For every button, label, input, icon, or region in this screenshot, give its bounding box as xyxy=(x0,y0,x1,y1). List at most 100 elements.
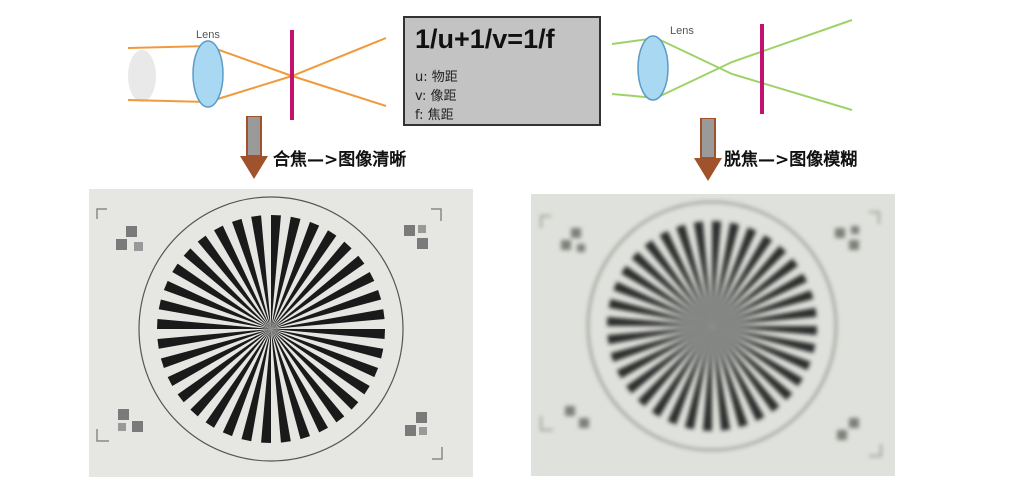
star-spoke xyxy=(271,216,301,329)
star-spoke xyxy=(712,227,757,326)
star-spoke xyxy=(271,329,379,378)
star-spoke xyxy=(659,230,712,326)
thin-lens-formula: 1/u+1/v=1/f xyxy=(415,24,555,54)
star-spoke xyxy=(651,326,712,417)
star-spoke xyxy=(667,326,712,425)
legend-v: v: 像距 xyxy=(415,85,457,104)
star-spoke xyxy=(712,326,811,371)
star-spoke xyxy=(197,235,271,329)
focused-caption: 合焦—>图像清晰 xyxy=(273,150,407,170)
star-spoke xyxy=(271,241,352,329)
star-spoke xyxy=(702,326,712,431)
star-spoke xyxy=(607,316,712,326)
star-spoke xyxy=(232,218,271,329)
star-spoke xyxy=(607,326,712,345)
star-spoke xyxy=(271,329,384,359)
ray-bottom xyxy=(127,37,387,104)
star-spoke xyxy=(712,258,799,326)
star-spoke xyxy=(222,329,271,437)
star-spoke xyxy=(610,326,712,362)
focused-optics-diagram: Lens xyxy=(127,29,387,120)
sharp-siemens-star-photo xyxy=(89,189,473,477)
defocused-optics-diagram: Lens xyxy=(611,19,853,114)
star-spoke xyxy=(712,290,814,326)
object-blob xyxy=(128,50,156,102)
star-spoke xyxy=(271,329,359,410)
star-spoke xyxy=(712,326,748,428)
star-spoke xyxy=(271,329,291,443)
star-spoke xyxy=(608,298,712,326)
ray-top xyxy=(611,36,853,111)
thin-lens-formula-box: 1/u+1/v=1/f u: 物距 v: 像距 f: 焦距 xyxy=(403,16,601,126)
star-spoke xyxy=(271,329,385,339)
down-arrow-icon xyxy=(694,118,722,181)
star-spoke xyxy=(190,329,271,417)
star-spoke xyxy=(712,326,765,422)
lens-icon xyxy=(637,35,669,101)
star-spoke xyxy=(214,225,271,329)
star-spoke xyxy=(271,255,365,329)
star-spoke xyxy=(712,245,787,326)
ray-top xyxy=(127,44,387,107)
star-spoke xyxy=(271,230,337,329)
blurred-siemens-star-photo xyxy=(531,194,895,476)
star-spoke xyxy=(160,329,271,368)
star-spoke xyxy=(644,239,712,326)
star-spoke xyxy=(157,329,271,349)
star-spoke xyxy=(271,221,320,329)
star-spoke xyxy=(693,221,712,326)
star-spoke xyxy=(616,326,712,379)
ray-bottom xyxy=(611,19,853,100)
lens-label: Lens xyxy=(670,25,694,37)
star-spoke xyxy=(637,326,712,407)
star-spoke xyxy=(271,290,382,329)
siemens-star xyxy=(157,215,385,443)
star-spoke xyxy=(712,326,817,336)
star-spoke xyxy=(621,265,712,326)
legend-meaning: 焦距 xyxy=(427,108,454,123)
star-spoke xyxy=(157,319,271,329)
star-spoke xyxy=(613,281,712,326)
star-spoke xyxy=(712,326,803,387)
star-spoke xyxy=(261,329,271,443)
star-spoke xyxy=(271,329,370,395)
lens-icon xyxy=(192,40,224,108)
star-spoke xyxy=(205,329,271,428)
star-spoke xyxy=(271,329,310,440)
star-spoke xyxy=(251,215,271,329)
legend-key: f: xyxy=(415,108,424,123)
star-spoke xyxy=(183,248,271,329)
legend-f: f: 焦距 xyxy=(415,104,454,123)
star-spoke xyxy=(158,299,271,329)
star-spoke xyxy=(271,272,375,329)
lens-label: Lens xyxy=(196,29,220,41)
legend-meaning: 像距 xyxy=(430,89,457,104)
star-spoke xyxy=(625,326,712,394)
star-spoke xyxy=(163,280,271,329)
star-spoke xyxy=(712,235,773,326)
star-spoke xyxy=(631,251,712,326)
legend-key: v: xyxy=(415,89,427,104)
down-arrow-icon xyxy=(240,116,268,179)
legend-u: u: 物距 xyxy=(415,66,458,85)
star-spoke xyxy=(712,221,722,326)
star-spoke xyxy=(271,329,345,423)
star-spoke xyxy=(172,263,271,329)
star-spoke xyxy=(241,329,271,442)
siemens-star xyxy=(607,221,817,431)
star-spoke xyxy=(177,329,271,403)
legend-meaning: 物距 xyxy=(431,70,458,85)
star-spoke xyxy=(676,224,712,326)
star-spoke xyxy=(712,326,793,401)
star-spoke xyxy=(271,215,281,329)
star-spoke xyxy=(271,309,385,329)
star-spoke xyxy=(167,329,271,386)
star-spoke xyxy=(271,329,328,433)
star-spoke xyxy=(684,326,712,430)
star-spoke xyxy=(712,326,780,413)
star-spoke xyxy=(712,273,808,326)
star-spoke xyxy=(712,326,731,431)
star-spoke xyxy=(712,326,816,354)
star-spoke xyxy=(712,222,740,326)
legend-key: u: xyxy=(415,70,428,85)
